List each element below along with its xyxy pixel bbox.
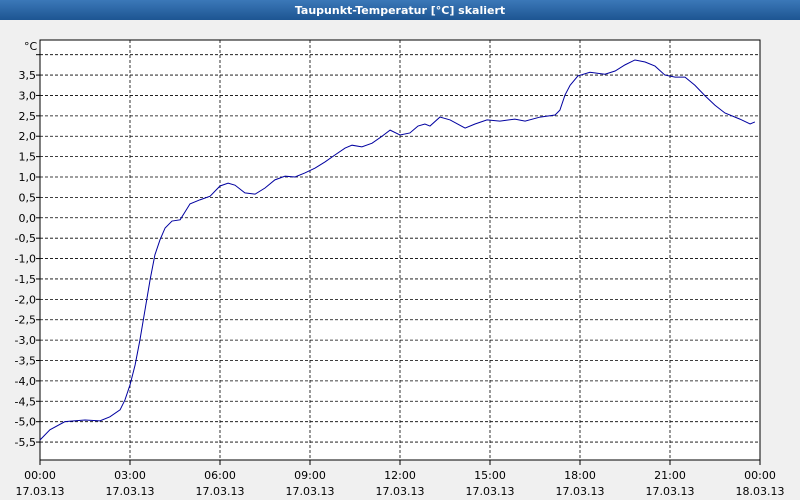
x-tick-date: 17.03.13 (466, 485, 515, 498)
y-tick-label: 1,0 (19, 171, 37, 184)
x-tick-label: 12:00 (384, 469, 416, 482)
y-tick-label: -3,5 (15, 355, 36, 368)
x-tick-label: 06:00 (204, 469, 236, 482)
y-tick-label: -2,5 (15, 314, 36, 327)
x-tick-label: 03:00 (114, 469, 146, 482)
x-tick-label: 15:00 (474, 469, 506, 482)
y-tick-label: -1,0 (15, 253, 36, 266)
x-tick-date: 18.03.13 (736, 485, 785, 498)
y-tick-label: 2,0 (19, 130, 37, 143)
x-tick-label: 00:00 (24, 469, 56, 482)
y-tick-label: 2,5 (19, 110, 37, 123)
x-tick-date: 17.03.13 (196, 485, 245, 498)
chart-title: Taupunkt-Temperatur [°C] skaliert (295, 4, 505, 17)
y-tick-label: -2,0 (15, 293, 36, 306)
x-tick-label: 21:00 (654, 469, 686, 482)
y-tick-label: 0,0 (19, 212, 37, 225)
y-tick-label: -5,5 (15, 436, 36, 449)
x-tick-date: 17.03.13 (646, 485, 695, 498)
title-bar (0, 0, 800, 20)
y-tick-label: 3,5 (19, 69, 37, 82)
data-line (39, 59, 756, 441)
x-tick-label: 18:00 (564, 469, 596, 482)
x-tick-date: 17.03.13 (556, 485, 605, 498)
y-tick-label: -4,5 (15, 395, 36, 408)
y-tick-label: -5,0 (15, 416, 36, 429)
x-tick-label: 00:00 (744, 469, 776, 482)
y-tick-label: 0,5 (19, 191, 37, 204)
y-tick-label: -4,0 (15, 375, 36, 388)
y-tick-label: 3,0 (19, 89, 37, 102)
y-tick-label: -0,5 (15, 232, 36, 245)
x-tick-date: 17.03.13 (16, 485, 65, 498)
x-tick-date: 17.03.13 (106, 485, 155, 498)
y-tick-label: 1,5 (19, 151, 37, 164)
y-tick-label: -3,0 (15, 334, 36, 347)
y-tick-label: -1,5 (15, 273, 36, 286)
x-tick-date: 17.03.13 (286, 485, 335, 498)
x-tick-label: 09:00 (294, 469, 326, 482)
y-unit: °C (24, 40, 38, 53)
x-tick-date: 17.03.13 (376, 485, 425, 498)
